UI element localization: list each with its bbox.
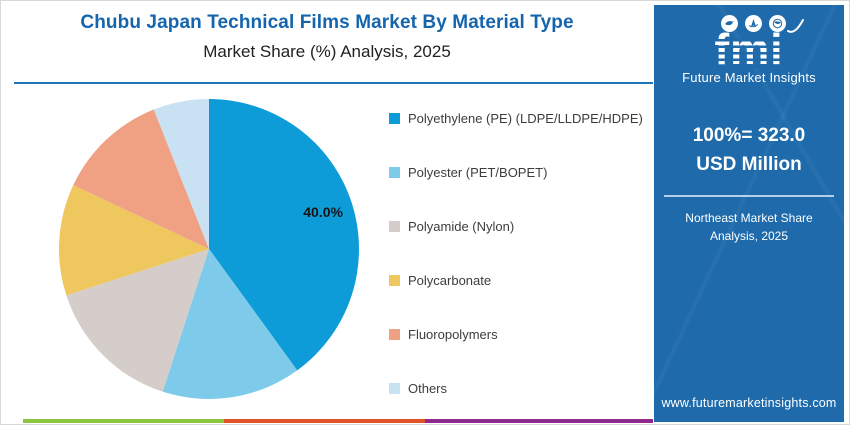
stripe-segment-1 <box>224 419 425 423</box>
pie-slice-4 <box>73 109 209 249</box>
legend-label: Polycarbonate <box>408 273 492 288</box>
stripe-segment-0 <box>23 419 224 423</box>
legend-swatch <box>389 221 400 232</box>
legend-item: Polyester (PET/BOPET) <box>389 165 643 180</box>
market-size-headline: 100%= 323.0 USD Million <box>692 125 806 176</box>
sidebar-divider <box>664 194 834 197</box>
compass-icon <box>745 15 762 32</box>
pie-slice-3 <box>59 185 210 296</box>
fmi-logo: fmi Future Market Insights <box>654 15 844 85</box>
legend-swatch <box>389 275 400 286</box>
pie-chart: 40.0% <box>59 99 359 399</box>
region-note: Northeast Market Share Analysis, 2025 <box>685 210 813 244</box>
stripe-segment-2 <box>425 419 653 423</box>
globe-icon <box>769 15 786 32</box>
title-underline <box>14 82 653 84</box>
logo-wordmark: fmi <box>712 25 786 74</box>
dove-icon <box>721 15 738 32</box>
page-title: Chubu Japan Technical Films Market By Ma… <box>80 12 574 33</box>
pie-slice-0 <box>209 99 359 371</box>
legend-item: Fluoropolymers <box>389 327 643 342</box>
pie-chart-svg: 40.0% <box>59 99 359 399</box>
chart-panel: Chubu Japan Technical Films Market By Ma… <box>1 1 653 424</box>
pie-slice-1 <box>162 249 298 399</box>
page-subtitle: Market Share (%) Analysis, 2025 <box>203 42 451 61</box>
legend-item: Polyethylene (PE) (LDPE/LLDPE/HDPE) <box>389 111 643 126</box>
legend-swatch <box>389 329 400 340</box>
legend-swatch <box>389 113 400 124</box>
logo-swoosh-icon <box>787 18 805 41</box>
pie-slice-label: 40.0% <box>303 204 343 220</box>
legend-label: Others <box>408 381 448 396</box>
legend-item: Others <box>389 381 643 396</box>
logo-tagline: Future Market Insights <box>682 70 816 85</box>
pie-slice-5 <box>153 99 209 249</box>
legend-swatch <box>389 383 400 394</box>
legend-label: Polyethylene (PE) (LDPE/LLDPE/HDPE) <box>408 111 643 126</box>
legend: Polyethylene (PE) (LDPE/LLDPE/HDPE) Polye… <box>389 111 643 396</box>
legend-label: Polyester (PET/BOPET) <box>408 165 548 180</box>
logo-icon-row <box>668 15 849 35</box>
sidebar: fmi Future Market Insights 100%= 323.0 U… <box>654 5 844 422</box>
legend-label: Polyamide (Nylon) <box>408 219 515 234</box>
website-url: www.futuremarketinsights.com <box>661 396 837 410</box>
pie-slice-2 <box>66 249 209 392</box>
legend-swatch <box>389 167 400 178</box>
legend-item: Polyamide (Nylon) <box>389 219 643 234</box>
legend-label: Fluoropolymers <box>408 327 498 342</box>
legend-item: Polycarbonate <box>389 273 643 288</box>
footer-stripe <box>23 419 653 423</box>
